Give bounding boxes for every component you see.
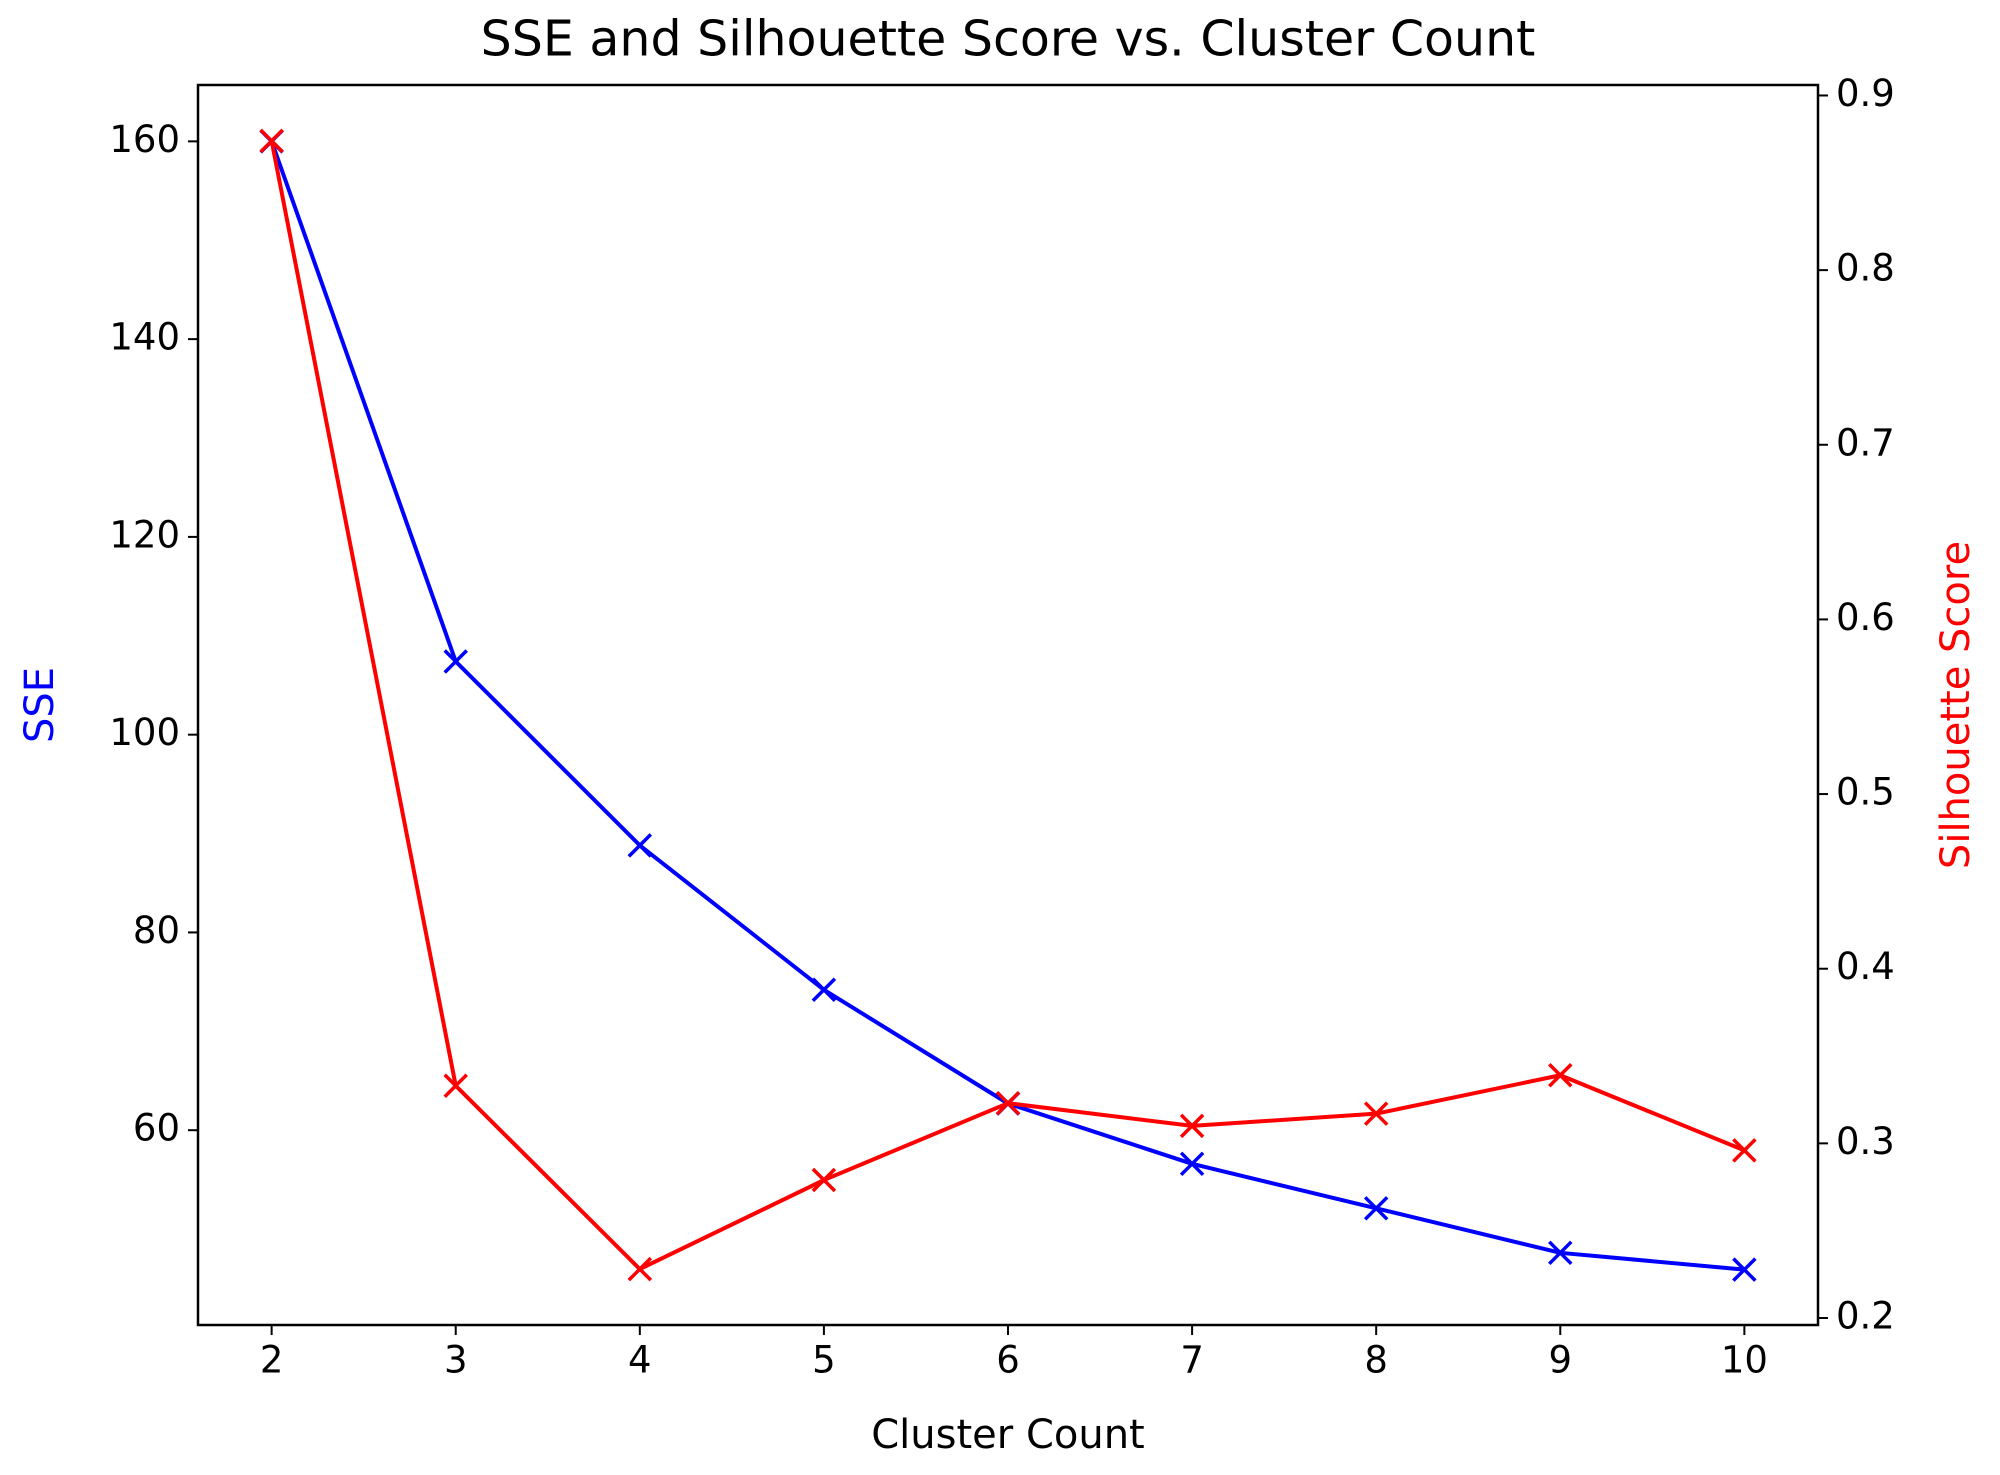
y2-tick-label: 0.3 [1836, 1120, 1895, 1163]
y-tick-label: 120 [109, 513, 180, 556]
point-marker [1179, 1151, 1205, 1177]
y2-tick-label: 0.6 [1836, 596, 1895, 639]
x-tick-label: 10 [1721, 1339, 1768, 1382]
point-marker [1363, 1101, 1389, 1126]
x-tick-label: 6 [996, 1339, 1020, 1382]
y2-axis-label: Silhouette Score [1933, 541, 1979, 869]
y2-tick-label: 0.8 [1836, 247, 1895, 290]
point-marker [1732, 1138, 1757, 1163]
y2-tick-label: 0.5 [1836, 771, 1895, 814]
point-marker [811, 1167, 837, 1193]
point-marker [1363, 1196, 1389, 1221]
x-tick-label: 2 [260, 1339, 284, 1382]
y-tick-label: 140 [109, 316, 180, 359]
y2-tick-label: 0.4 [1836, 945, 1895, 988]
point-marker [627, 833, 653, 858]
series-line [269, 140, 1745, 1272]
y-tick-label: 60 [133, 1107, 180, 1150]
x-tick-label: 3 [444, 1339, 468, 1382]
y2-tick-label: 0.2 [1836, 1295, 1895, 1338]
point-marker [443, 649, 468, 674]
x-tick-label: 4 [628, 1339, 652, 1382]
x-tick-label: 8 [1364, 1339, 1388, 1382]
point-marker [1179, 1113, 1205, 1139]
x-tick-label: 9 [1548, 1339, 1572, 1382]
point-marker [1548, 1063, 1573, 1088]
y-tick-label: 80 [133, 909, 180, 952]
point-marker [443, 1073, 468, 1098]
y-tick-label: 160 [109, 118, 180, 161]
plot-frame [196, 83, 1820, 1327]
x-tick-label: 5 [812, 1339, 836, 1382]
y2-tick-label: 0.9 [1836, 72, 1895, 115]
y-tick-label: 100 [109, 711, 180, 754]
y-axis-label: SSE [17, 667, 63, 743]
series-line [269, 140, 1746, 1272]
point-marker [1732, 1257, 1757, 1282]
point-marker [627, 1256, 653, 1282]
point-marker [1548, 1240, 1573, 1266]
point-marker [995, 1090, 1021, 1116]
x-tick-label: 7 [1180, 1339, 1204, 1382]
chart-title: SSE and Silhouette Score vs. Cluster Cou… [481, 11, 1536, 68]
point-marker [259, 128, 284, 154]
x-axis-label: Cluster Count [871, 1412, 1144, 1458]
y2-tick-label: 0.7 [1836, 421, 1895, 464]
point-marker [811, 977, 837, 1003]
